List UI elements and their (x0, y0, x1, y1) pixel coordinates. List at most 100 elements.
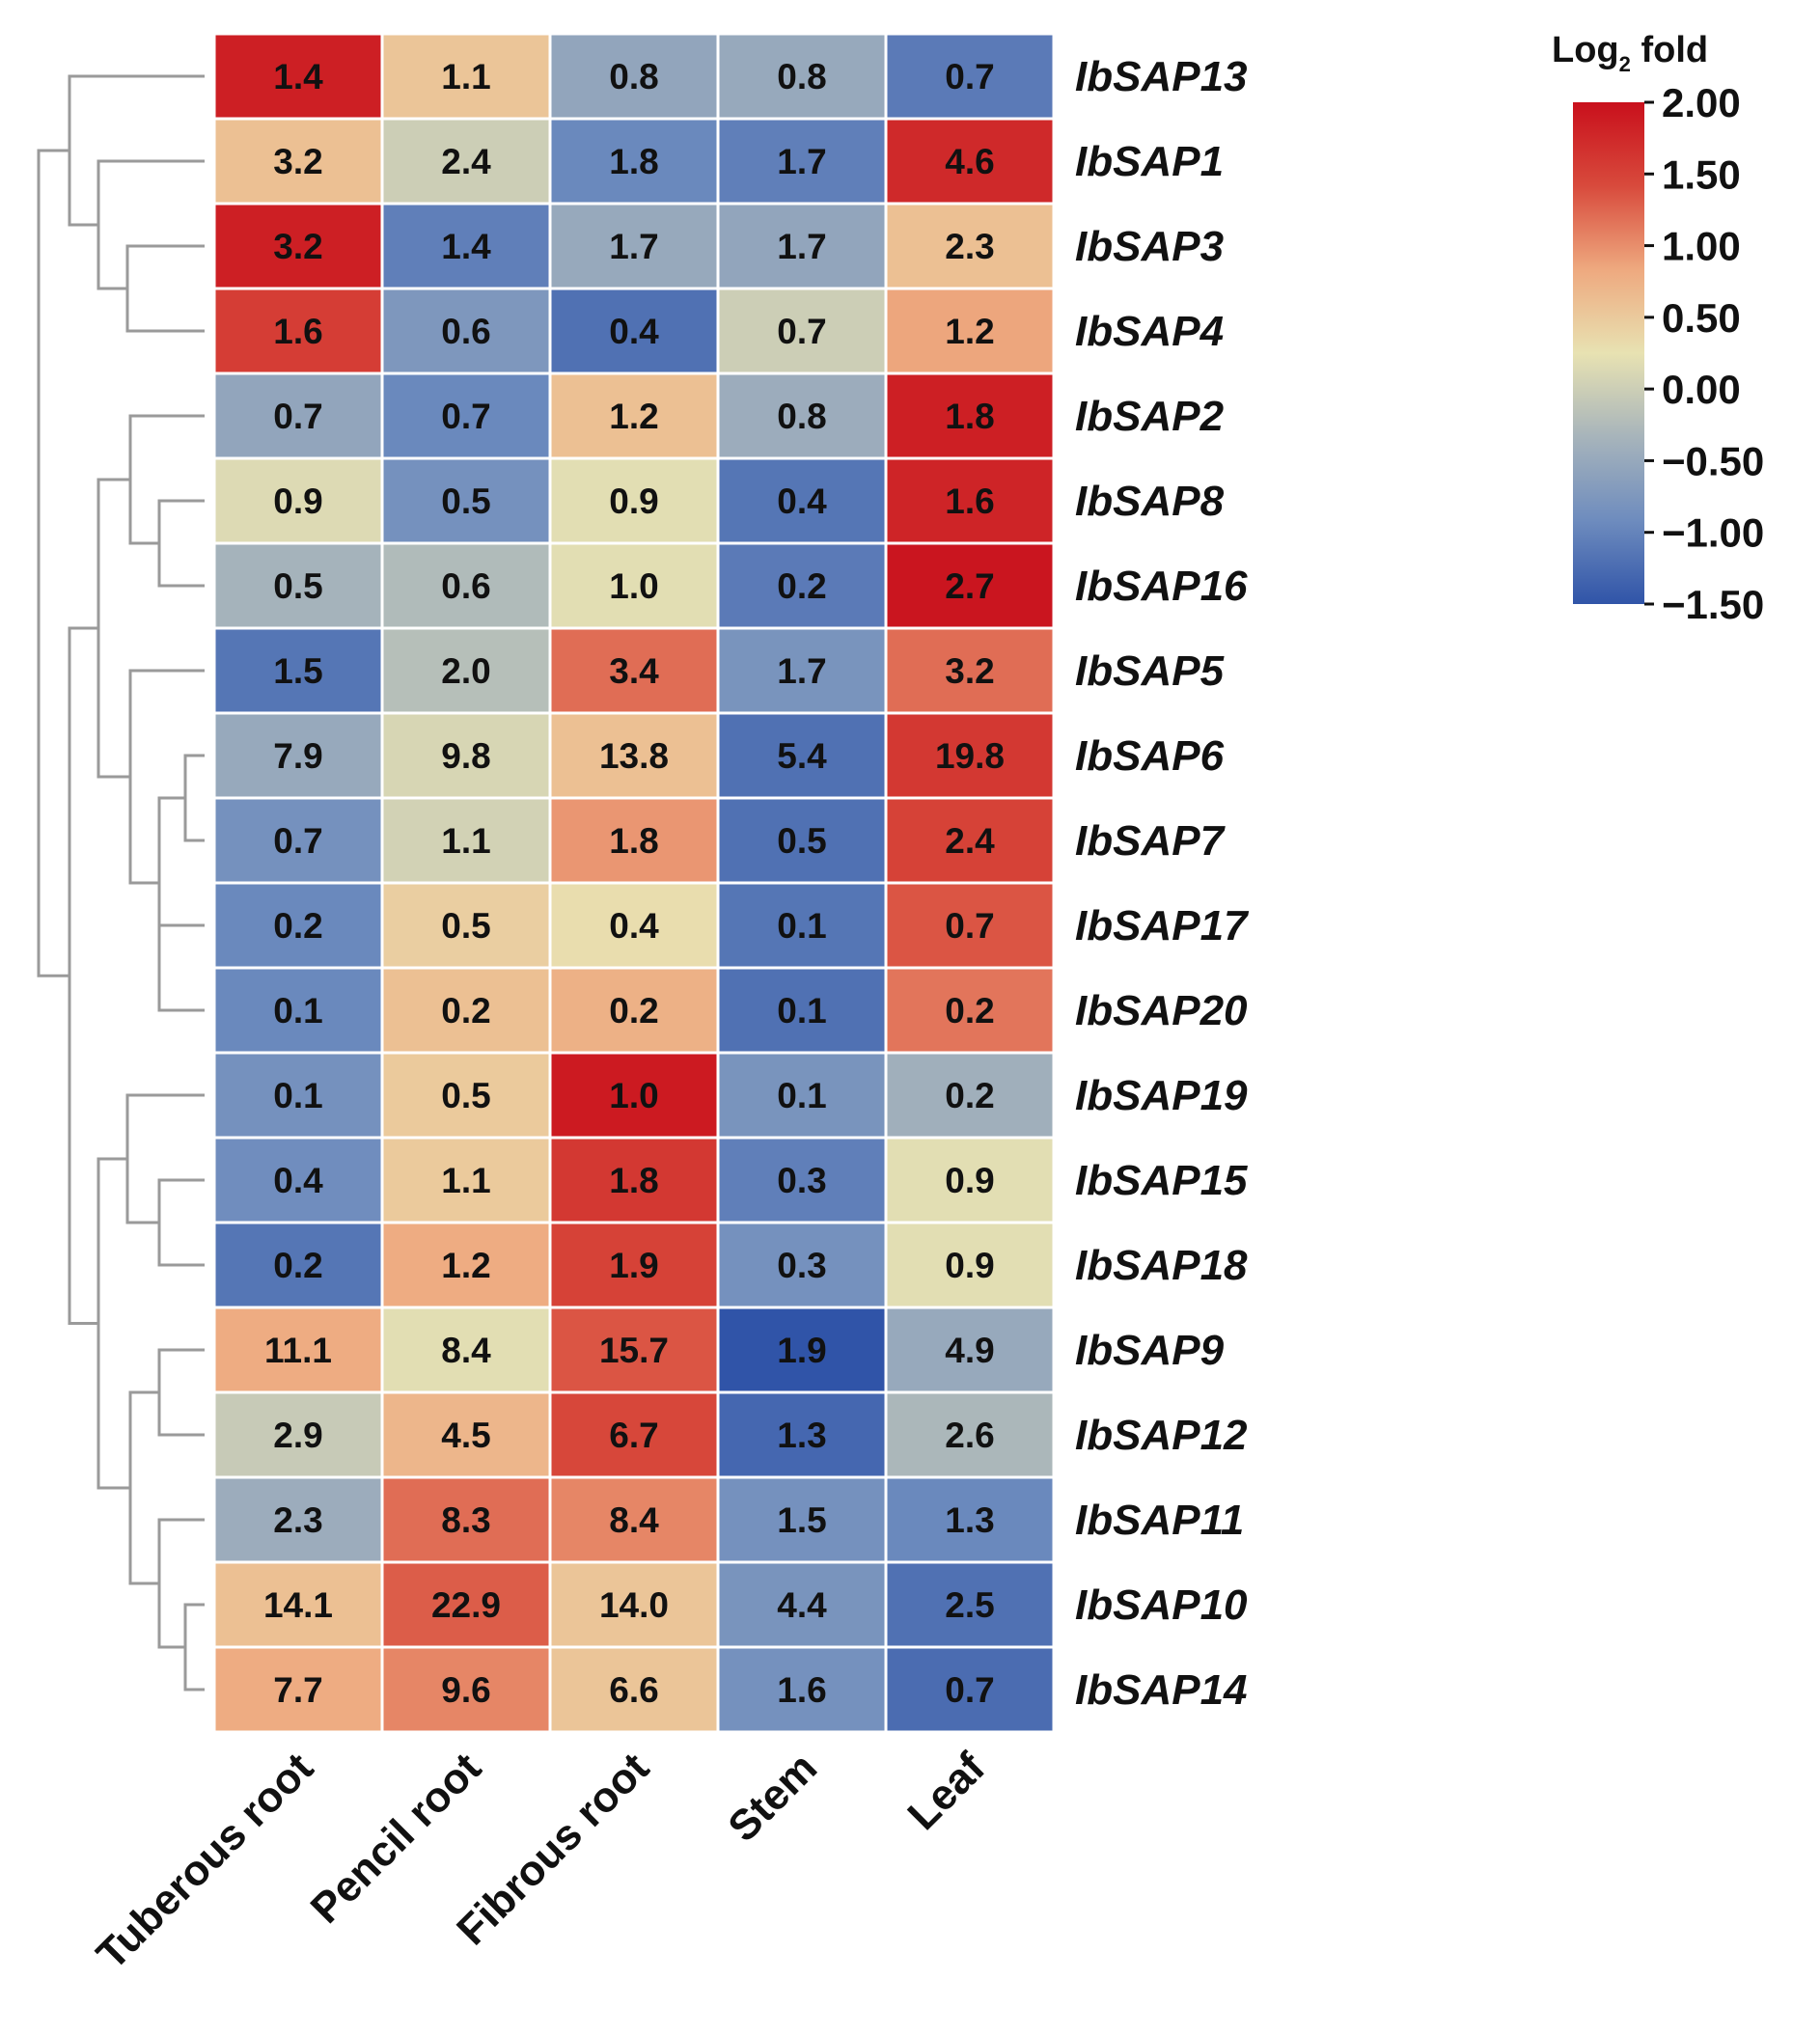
heatmap-cell (884, 711, 1056, 800)
cell-value-label: 0.3 (777, 1161, 826, 1200)
cell-value-label: 15.7 (599, 1331, 669, 1370)
heatmap-cell (380, 1136, 552, 1224)
cell-value-label: 0.9 (273, 481, 322, 521)
cell-value-label: 1.1 (441, 821, 490, 861)
heatmap-cell (380, 711, 552, 800)
cell-value-label: 0.4 (777, 481, 827, 521)
dendrogram-branch (157, 1518, 205, 1649)
cell-value-label: 8.3 (441, 1500, 490, 1540)
cell-value-label: 9.8 (441, 736, 490, 776)
dendrogram-branch (125, 1093, 205, 1224)
row-label: IbSAP6 (1075, 732, 1225, 780)
cell-value-label: 1.6 (777, 1670, 826, 1710)
row-label: IbSAP7 (1075, 817, 1227, 865)
heatmap-cell (212, 371, 384, 460)
heatmap-cell (548, 796, 720, 885)
cell-value-label: 19.8 (935, 736, 1005, 776)
heatmap-cell (212, 117, 384, 206)
cell-value-label: 3.2 (945, 651, 994, 691)
cell-value-label: 0.1 (777, 991, 826, 1031)
cell-value-label: 7.9 (273, 736, 322, 776)
heatmap-cell (716, 881, 888, 970)
heatmap-cell (716, 1136, 888, 1224)
column-label: Stem (719, 1744, 826, 1851)
dendrogram-branch (183, 754, 205, 842)
cell-value-label: 0.7 (777, 312, 826, 351)
cell-value-label: 2.4 (945, 821, 995, 861)
heatmap-cell (716, 456, 888, 545)
legend-tick-label: 1.00 (1662, 224, 1741, 269)
legend-ticks: 2.00 1.50 1.00 0.50 0.00 −0.50 −1.00 −1.50 (1644, 80, 1764, 627)
dendrogram-branch (68, 626, 98, 1325)
heatmap-cell (380, 1306, 552, 1394)
dendrogram-branch (97, 159, 205, 290)
heatmap-cell (212, 1390, 384, 1479)
cell-value-label: 3.2 (273, 227, 322, 266)
row-label: IbSAP5 (1075, 647, 1225, 695)
heatmap-cell (884, 287, 1056, 375)
column-label: Pencil root (302, 1744, 491, 1933)
cell-value-label: 0.9 (945, 1161, 994, 1200)
cell-value-label: 2.3 (945, 227, 994, 266)
heatmap-cell (884, 117, 1056, 206)
cell-value-label: 1.8 (609, 1161, 658, 1200)
heatmap-cell (212, 881, 384, 970)
heatmap-cell (716, 1390, 888, 1479)
row-label: IbSAP4 (1075, 308, 1224, 355)
dendrogram-branch (37, 149, 69, 977)
heatmap-cell (548, 881, 720, 970)
heatmap-cell (212, 1560, 384, 1649)
heatmap-cell (548, 1136, 720, 1224)
cell-value-label: 2.6 (945, 1416, 994, 1455)
heatmap-cell (716, 1221, 888, 1309)
cell-value-label: 1.0 (609, 566, 658, 606)
cell-value-label: 0.7 (945, 57, 994, 96)
cell-value-label: 1.3 (777, 1416, 826, 1455)
cell-value-label: 3.4 (609, 651, 659, 691)
cell-value-label: 0.2 (273, 906, 322, 946)
cell-value-label: 0.9 (609, 481, 658, 521)
heatmap-cell (212, 796, 384, 885)
heatmap-cell (716, 796, 888, 885)
cell-value-label: 1.9 (777, 1331, 826, 1370)
row-label: IbSAP2 (1075, 393, 1225, 440)
cell-value-label: 1.6 (273, 312, 322, 351)
cell-value-label: 2.4 (441, 142, 491, 181)
dendrogram-branch (157, 923, 205, 1012)
legend-tick-label: −0.50 (1662, 438, 1764, 483)
heatmap-cell (716, 1645, 888, 1734)
row-label: IbSAP8 (1075, 478, 1225, 525)
heatmap-cell (212, 32, 384, 121)
cell-value-label: 0.2 (945, 991, 994, 1031)
heatmap-cell (380, 287, 552, 375)
cell-value-label: 0.2 (609, 991, 658, 1031)
heatmap-cell (212, 287, 384, 375)
cell-value-label: 1.5 (273, 651, 322, 691)
legend-tick-label: −1.50 (1662, 582, 1764, 627)
cell-value-label: 1.4 (441, 227, 491, 266)
row-label: IbSAP14 (1075, 1666, 1248, 1714)
row-label: IbSAP15 (1075, 1157, 1248, 1204)
column-label: Tuberous root (88, 1744, 322, 1978)
cell-value-label: 0.1 (273, 991, 322, 1031)
cell-value-label: 2.9 (273, 1416, 322, 1455)
dendrogram-branch (157, 1178, 205, 1267)
heatmap-cell (884, 1221, 1056, 1309)
heatmap-cell (884, 1560, 1056, 1649)
row-label: IbSAP11 (1075, 1497, 1244, 1544)
cell-value-label: 0.2 (777, 566, 826, 606)
heatmap-cell (380, 626, 552, 715)
heatmap-cell (212, 966, 384, 1055)
heatmap-cell (212, 1051, 384, 1140)
heatmap-cell (884, 796, 1056, 885)
cell-value-label: 2.0 (441, 651, 490, 691)
row-labels: IbSAP13 IbSAP1 IbSAP3 IbSAP4 IbSAP2 IbSAP8 IbS… (1075, 53, 1250, 1714)
heatmap-cell (212, 1645, 384, 1734)
row-label: IbSAP18 (1075, 1242, 1248, 1289)
heatmap-cell (716, 287, 888, 375)
heatmap-cell (884, 1306, 1056, 1394)
cell-value-label: 1.8 (945, 397, 994, 436)
dendrogram-branch (128, 414, 205, 545)
